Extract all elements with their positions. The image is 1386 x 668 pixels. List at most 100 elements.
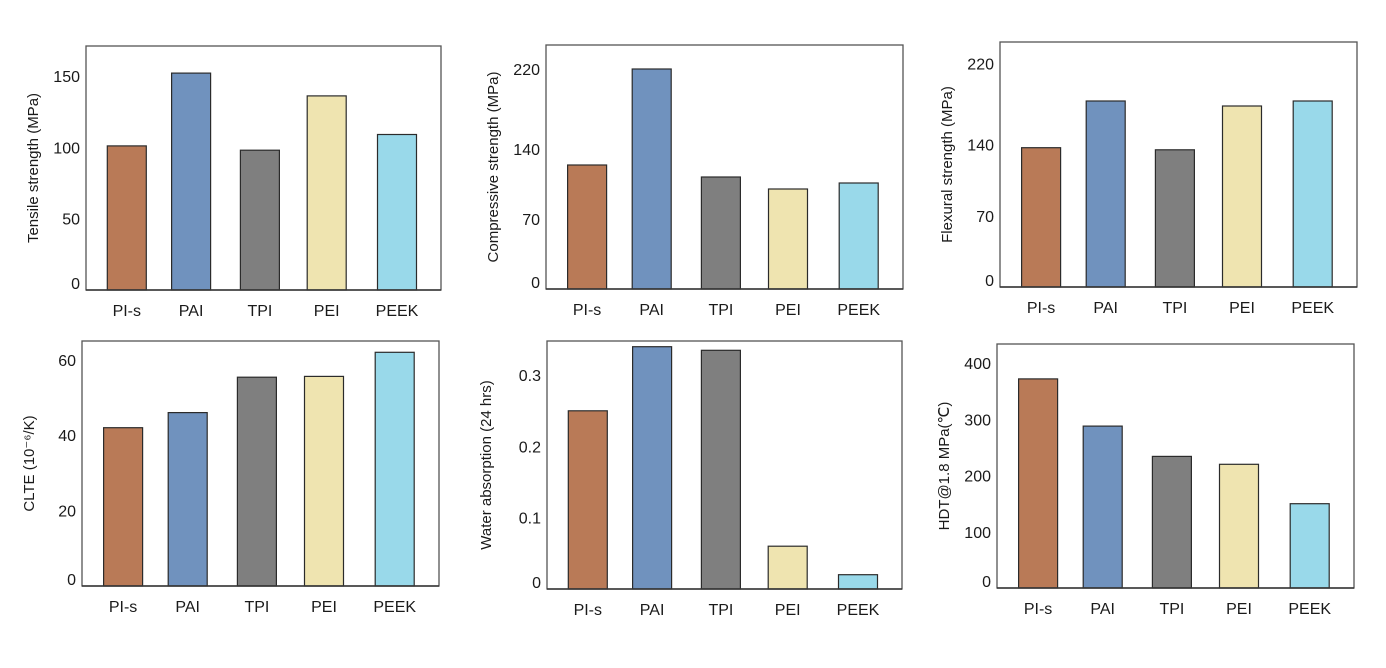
x-tick-label: PEEK: [837, 602, 880, 619]
bar-pi-s: [1020, 147, 1062, 288]
y-tick-label: 140: [513, 142, 540, 159]
y-axis-title: Flexural strength (MPa): [939, 86, 956, 243]
bar-pei: [303, 375, 345, 587]
y-tick-label: 0: [982, 574, 991, 591]
y-axis-title: Tensile strength (MPa): [25, 93, 42, 243]
x-tick-label: TPI: [1162, 300, 1187, 317]
x-tick-label: PEEK: [1288, 601, 1331, 618]
x-tick-label: PI-s: [113, 303, 141, 320]
bar-pai: [632, 346, 673, 590]
bar-peek: [1289, 503, 1330, 589]
x-tick-label: PAI: [179, 303, 204, 320]
x-tick-label: TPI: [708, 302, 733, 319]
x-tick-label: PAI: [1093, 300, 1118, 317]
chart-clte: PI-s PAI TPI PEI PEEK 0 20 40 60 CLTE (10⁻⁶/K): [0, 330, 460, 635]
bar-pei: [767, 545, 808, 590]
bar-pi-s: [106, 145, 147, 291]
bar-peek: [837, 574, 879, 590]
y-tick-label: 0: [67, 572, 76, 589]
bar-peek: [374, 351, 415, 587]
x-tick-label: PI-s: [573, 302, 601, 319]
x-tick-label: PAI: [1090, 601, 1115, 618]
y-tick-label: 220: [967, 56, 994, 73]
x-tick-label: PEEK: [373, 599, 416, 616]
x-tick-label: PEI: [1229, 300, 1255, 317]
chart-svg: PI-s PAI TPI PEI PEEK 0 50 100 150 Tensile streng…: [25, 45, 442, 320]
bar-pai: [171, 72, 212, 291]
x-tick-label: PEI: [775, 302, 801, 319]
x-tick-label: PEEK: [1291, 300, 1334, 317]
x-tick-label: PEI: [314, 303, 340, 320]
y-tick-label: 200: [964, 469, 991, 486]
y-tick-label: 20: [58, 504, 76, 521]
y-tick-label: 0: [985, 273, 994, 290]
chart-svg: PI-s PAI TPI PEI PEEK 0 100 200 300 400 HDT@1.8 MP…: [936, 343, 1355, 618]
chart-compressive-strength: PI-s PAI TPI PEI PEEK 0 70 140 220 Compressive st…: [460, 30, 920, 335]
bar-pi-s: [102, 427, 144, 587]
chart-water-absorption: PI-s PAI TPI PEI PEEK 0 0.1 0.2 0.3 Water absorpt…: [460, 330, 920, 635]
x-tick-label: PEI: [311, 599, 337, 616]
chart-flexural-strength: PI-s PAI TPI PEI PEEK 0 70 140 220 Flexural stren…: [920, 30, 1386, 335]
y-tick-label: 70: [522, 212, 540, 229]
chart-tensile-strength: PI-s PAI TPI PEI PEEK 0 50 100 150 Tensile streng…: [0, 30, 460, 335]
x-tick-label: PAI: [175, 599, 200, 616]
bar-pai: [167, 411, 208, 587]
y-tick-label: 100: [964, 525, 991, 542]
y-tick-label: 300: [964, 412, 991, 429]
bar-peek: [838, 182, 879, 290]
y-tick-label: 0: [531, 275, 540, 292]
y-tick-label: 70: [976, 209, 994, 226]
y-axis-title: HDT@1.8 MPa(℃): [936, 402, 953, 531]
x-tick-label: PEI: [1226, 601, 1252, 618]
y-tick-label: 40: [58, 428, 76, 445]
bar-pai: [1082, 425, 1123, 589]
y-tick-label: 0.2: [519, 440, 541, 457]
y-tick-label: 0.1: [519, 511, 541, 528]
y-axis-title: Water absorption (24 hrs): [478, 380, 495, 550]
bar-tpi: [1151, 455, 1192, 589]
bar-pei: [1218, 463, 1260, 589]
y-tick-label: 220: [513, 62, 540, 79]
x-tick-label: PI-s: [109, 599, 137, 616]
bar-tpi: [700, 349, 741, 590]
x-tick-label: PI-s: [1024, 601, 1052, 618]
x-tick-label: TPI: [1159, 601, 1184, 618]
y-tick-label: 50: [62, 212, 80, 229]
x-tick-label: PEEK: [376, 303, 419, 320]
bar-pei: [306, 95, 347, 291]
bar-tpi: [236, 376, 277, 587]
bar-pai: [1085, 100, 1126, 288]
x-tick-label: TPI: [708, 602, 733, 619]
chart-svg: PI-s PAI TPI PEI PEEK 0 0.1 0.2 0.3 Water absorpt…: [478, 340, 903, 619]
x-tick-label: TPI: [247, 303, 272, 320]
bar-peek: [1292, 100, 1333, 288]
x-tick-label: PI-s: [1027, 300, 1055, 317]
bar-pi-s: [1017, 378, 1059, 589]
y-tick-label: 140: [967, 138, 994, 155]
chart-svg: PI-s PAI TPI PEI PEEK 0 70 140 220 Compressive st…: [485, 44, 904, 319]
y-tick-label: 60: [58, 353, 76, 370]
y-tick-label: 0: [532, 575, 541, 592]
x-tick-label: TPI: [244, 599, 269, 616]
bar-pi-s: [566, 164, 608, 290]
bar-tpi: [1154, 149, 1195, 288]
bar-pei: [1221, 105, 1263, 288]
y-axis-title: CLTE (10⁻⁶/K): [21, 415, 38, 511]
bar-pi-s: [567, 410, 608, 590]
y-tick-label: 0.3: [519, 368, 541, 385]
x-tick-label: PEI: [775, 602, 801, 619]
x-tick-label: PI-s: [574, 602, 602, 619]
bar-tpi: [700, 176, 741, 290]
x-tick-label: PEEK: [837, 302, 880, 319]
chart-svg: PI-s PAI TPI PEI PEEK 0 20 40 60 CLTE (10⁻⁶/K): [21, 340, 440, 616]
x-tick-label: PAI: [640, 602, 665, 619]
y-tick-label: 400: [964, 356, 991, 373]
bar-pei: [767, 188, 809, 290]
y-axis-title: Compressive strength (MPa): [485, 72, 502, 263]
chart-hdt: PI-s PAI TPI PEI PEEK 0 100 200 300 400 HDT@1.8 MP…: [920, 330, 1386, 635]
bar-tpi: [239, 149, 280, 291]
y-tick-label: 100: [53, 140, 80, 157]
bar-peek: [376, 133, 418, 291]
y-tick-label: 150: [53, 69, 80, 86]
x-tick-label: PAI: [639, 302, 664, 319]
